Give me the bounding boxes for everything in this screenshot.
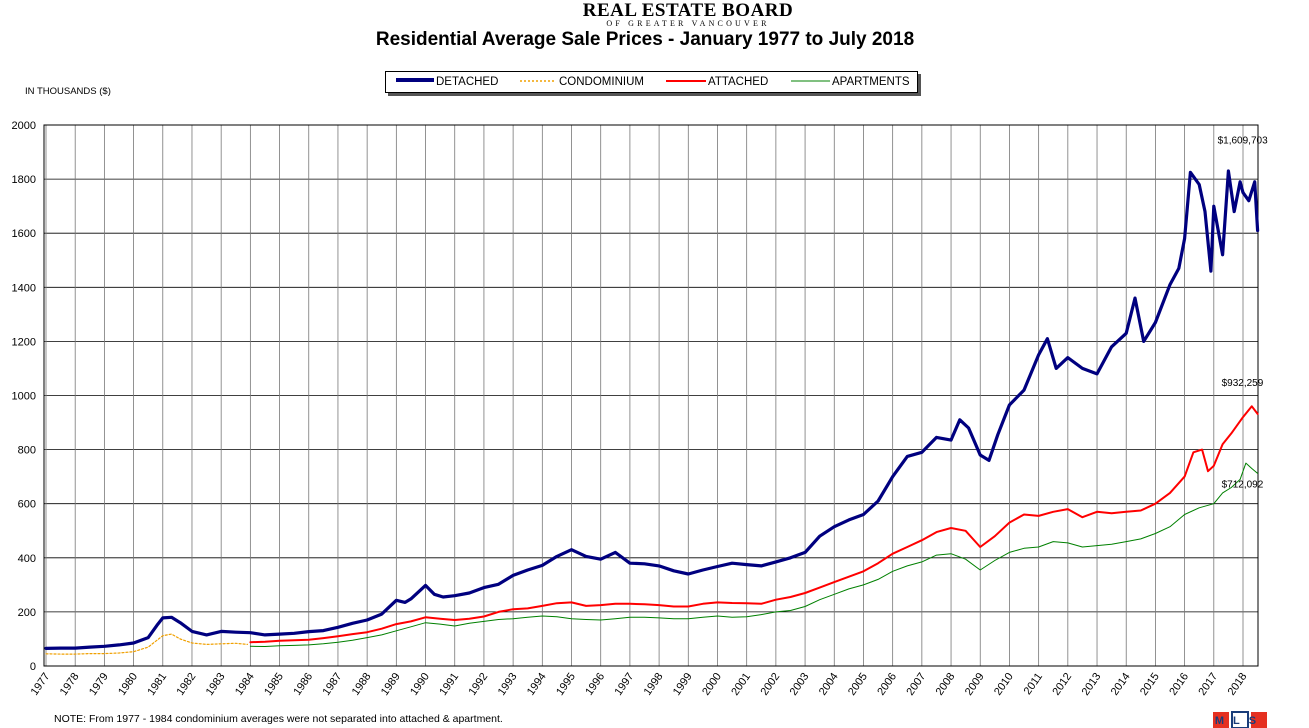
chart-title: Residential Average Sale Prices - Januar… xyxy=(375,29,915,50)
x-tick-label: 2003 xyxy=(788,671,812,698)
x-tick-label: 1999 xyxy=(671,671,695,698)
mls-logo-text: MLS xyxy=(1215,715,1265,727)
x-tick-label: 1978 xyxy=(58,671,82,698)
x-tick-label: 2016 xyxy=(1167,671,1191,698)
x-tick-label: 1984 xyxy=(233,671,257,698)
board-logo: REAL ESTATE BOARD xyxy=(582,0,794,21)
series-line-condominium xyxy=(45,633,248,655)
x-tick-label: 1995 xyxy=(554,671,578,698)
x-tick-label: 2006 xyxy=(875,671,899,698)
x-tick-label: 2000 xyxy=(700,671,724,698)
x-tick-label: 2012 xyxy=(1050,671,1074,698)
x-tick-label: 1991 xyxy=(437,671,461,698)
value-annotation: $1,609,703 xyxy=(1218,136,1268,147)
mls-logo: MLS xyxy=(1213,711,1267,728)
x-tick-label: 1981 xyxy=(145,671,169,698)
x-tick-label: 1988 xyxy=(350,671,374,698)
y-tick-label: 1600 xyxy=(12,228,36,240)
x-tick-label: 1997 xyxy=(612,671,636,698)
x-tick-label: 2008 xyxy=(934,671,958,698)
x-tick-label: 2005 xyxy=(846,671,870,698)
x-tick-label: 1979 xyxy=(87,671,111,698)
x-tick-label: 1993 xyxy=(496,671,520,698)
legend-swatches xyxy=(396,78,830,82)
x-tick-label: 1989 xyxy=(379,671,403,698)
x-tick-label: 2002 xyxy=(758,671,782,698)
y-tick-label: 400 xyxy=(18,553,36,565)
y-tick-label: 1000 xyxy=(12,391,36,403)
x-tick-label: 1994 xyxy=(525,671,549,698)
x-tick-label: 1980 xyxy=(116,671,140,698)
y-tick-label: 0 xyxy=(30,661,36,673)
x-tick-label: 1985 xyxy=(262,671,286,698)
mls-logo-box-l xyxy=(1231,711,1249,728)
chart-legend: DETACHED CONDOMINIUM ATTACHED APARTMENTS xyxy=(385,71,918,93)
y-tick-label: 1400 xyxy=(12,282,36,294)
y-axis-label: IN THOUSANDS ($) xyxy=(25,86,111,97)
legend-label-condominium: CONDOMINIUM xyxy=(559,76,644,88)
x-tick-label: 2007 xyxy=(904,671,928,698)
legend-label-attached: ATTACHED xyxy=(708,76,769,88)
x-tick-label: 1982 xyxy=(175,671,199,698)
x-tick-label: 1986 xyxy=(291,671,315,698)
y-tick-label: 1800 xyxy=(12,174,36,186)
x-tick-label: 2011 xyxy=(1022,671,1045,697)
series-line-attached xyxy=(249,405,1259,644)
x-tick-label: 1990 xyxy=(408,671,432,698)
legend-label-detached: DETACHED xyxy=(436,76,499,88)
series-line-apartments xyxy=(249,462,1259,647)
y-tick-label: 600 xyxy=(18,499,36,511)
x-tick-label: 2010 xyxy=(992,671,1016,698)
series-line-detached xyxy=(44,169,1260,651)
x-tick-label: 2004 xyxy=(817,671,841,698)
x-tick-label: 2018 xyxy=(1226,671,1250,698)
legend-label-apartments: APARTMENTS xyxy=(832,76,910,88)
value-annotation: $712,092 xyxy=(1222,479,1264,490)
mls-logo-box-s xyxy=(1251,712,1267,728)
x-tick-label: 1998 xyxy=(642,671,666,698)
x-tick-label: 1977 xyxy=(29,671,53,698)
x-tick-label: 1992 xyxy=(467,671,491,698)
x-tick-label: 2009 xyxy=(963,671,987,698)
y-tick-label: 1200 xyxy=(12,336,36,348)
plot-frame xyxy=(43,124,1259,667)
x-tick-label: 2015 xyxy=(1138,671,1162,698)
y-tick-label: 800 xyxy=(18,445,36,457)
y-tick-label: 2000 xyxy=(12,120,36,132)
x-tick-label: 2013 xyxy=(1080,671,1104,698)
x-tick-label: 2014 xyxy=(1109,671,1133,698)
x-tick-label: 1996 xyxy=(583,671,607,698)
x-tick-label: 2001 xyxy=(729,671,753,698)
x-tick-label: 2017 xyxy=(1196,671,1220,698)
y-tick-label: 200 xyxy=(18,607,36,619)
footnote: NOTE: From 1977 - 1984 condominium avera… xyxy=(54,713,503,725)
value-annotation: $932,259 xyxy=(1222,378,1264,389)
x-tick-label: 1983 xyxy=(204,671,228,698)
board-logo-subtitle: OF GREATER VANCOUVER xyxy=(606,19,770,28)
mls-logo-box-m xyxy=(1213,712,1229,728)
x-tick-label: 1987 xyxy=(321,671,345,698)
